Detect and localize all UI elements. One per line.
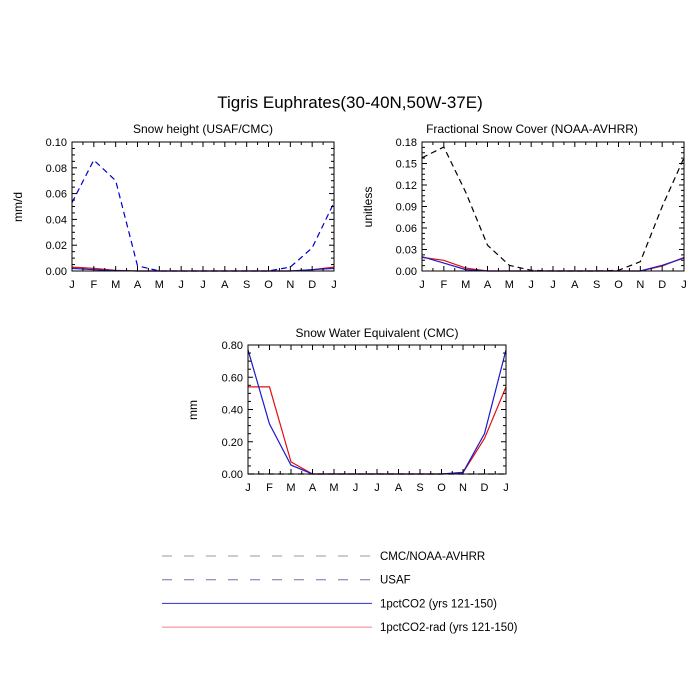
y-tick-label: 0.03: [396, 245, 417, 257]
x-tick-label: A: [484, 279, 492, 291]
plot-frame: [71, 141, 335, 272]
fractional-snow-cover-panel: Fractional Snow Cover (NOAA-AVHRR) unitl…: [361, 122, 687, 291]
x-tick-label: N: [636, 279, 644, 291]
legend-label: 1pctCO2-rad (yrs 121-150): [380, 622, 518, 634]
x-tick-label: J: [353, 482, 359, 494]
y-tick-label: 0.40: [222, 405, 243, 417]
x-tick-label: J: [681, 279, 687, 291]
x-tick-label: J: [503, 482, 509, 494]
x-tick-label: O: [614, 279, 623, 291]
snow-height-panel: Snow height (USAF/CMC) mm/d J F M A M J J A S O N D…: [11, 122, 337, 291]
x-tick-label: J: [550, 279, 556, 291]
x-tick-label: J: [178, 279, 184, 291]
series-line-1pctco2-rad-yrs-121-150: [248, 386, 507, 475]
y-tick-label: 0.02: [46, 240, 67, 252]
x-tick-label: J: [419, 279, 425, 291]
x-tick-label: N: [459, 482, 467, 494]
x-tick-label: J: [200, 279, 206, 291]
y-tick-label: 0.12: [396, 180, 417, 192]
plot-frame: [247, 344, 507, 475]
x-tick-label: M: [329, 482, 338, 494]
y-tick-label: 0.00: [46, 266, 67, 278]
legend-label: 1pctCO2 (yrs 121-150): [380, 598, 497, 610]
x-tick-label: A: [571, 279, 579, 291]
x-tick-label: A: [221, 279, 229, 291]
y-tick-label: 0.20: [222, 437, 243, 449]
x-tick-label: M: [505, 279, 514, 291]
y-tick-label: 0.60: [222, 372, 243, 384]
x-tick-label: J: [374, 482, 380, 494]
legend-label: CMC/NOAA-AVHRR: [380, 551, 485, 563]
y-tick-label: 0.18: [396, 137, 417, 149]
x-tick-label: F: [90, 279, 97, 291]
x-tick-label: O: [437, 482, 446, 494]
y-tick-label: 0.00: [396, 266, 417, 278]
x-tick-label: M: [461, 279, 470, 291]
y-tick-label: 0.08: [46, 163, 67, 175]
y-axis-label: mm/d: [11, 192, 25, 222]
y-tick-label: 0.80: [222, 340, 243, 352]
x-tick-label: A: [309, 482, 317, 494]
y-tick-label: 0.10: [46, 137, 67, 149]
y-tick-label: 0.00: [222, 469, 243, 481]
panel-title: Snow height (USAF/CMC): [133, 122, 273, 136]
x-tick-label: S: [416, 482, 423, 494]
x-tick-label: D: [658, 279, 666, 291]
x-tick-label: S: [593, 279, 600, 291]
x-tick-label: M: [111, 279, 120, 291]
x-tick-label: M: [155, 279, 164, 291]
x-tick-label: S: [243, 279, 250, 291]
y-tick-label: 0.15: [396, 159, 417, 171]
x-tick-label: J: [528, 279, 534, 291]
x-tick-label: M: [286, 482, 295, 494]
figure-title: Tigris Euphrates(30-40N,50W-37E): [217, 93, 483, 112]
panel-title: Snow Water Equivalent (CMC): [296, 326, 459, 340]
series-line-cmc-noaa-avhrr: [421, 146, 685, 272]
y-tick-label: 0.06: [46, 189, 67, 201]
x-tick-label: J: [69, 279, 75, 291]
y-tick-label: 0.04: [46, 214, 67, 226]
series-line-1pctco2-yrs-121-150: [247, 349, 507, 475]
x-tick-label: J: [245, 482, 251, 494]
legend: CMC/NOAA-AVHRR USAF 1pctCO2 (yrs 121-150) 1…: [162, 551, 518, 634]
legend-label: USAF: [380, 575, 411, 587]
x-tick-label: A: [134, 279, 142, 291]
y-axis-label: unitless: [361, 187, 375, 228]
x-tick-label: F: [440, 279, 447, 291]
y-axis-label: mm: [186, 400, 200, 420]
panel-title: Fractional Snow Cover (NOAA-AVHRR): [426, 122, 638, 136]
x-tick-label: A: [395, 482, 403, 494]
x-tick-label: D: [481, 482, 489, 494]
x-tick-label: F: [266, 482, 273, 494]
x-tick-label: N: [286, 279, 294, 291]
y-tick-label: 0.09: [396, 202, 417, 214]
y-tick-label: 0.06: [396, 223, 417, 235]
x-tick-label: D: [308, 279, 316, 291]
x-tick-label: J: [331, 279, 337, 291]
x-tick-label: O: [264, 279, 273, 291]
series-line-usaf: [71, 159, 335, 272]
